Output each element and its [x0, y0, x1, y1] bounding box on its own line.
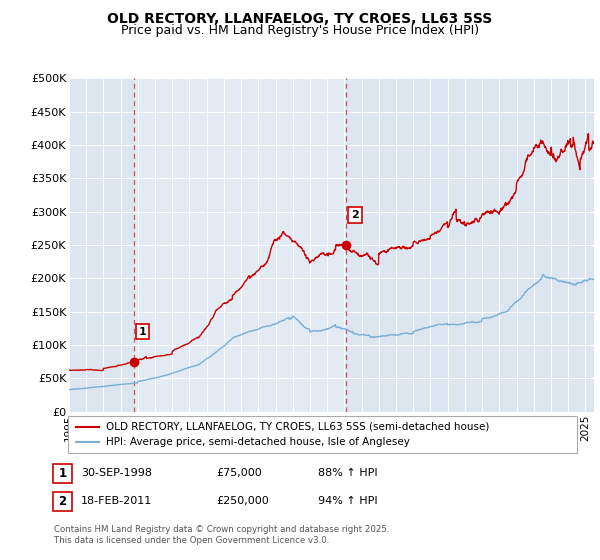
Text: OLD RECTORY, LLANFAELOG, TY CROES, LL63 5SS (semi-detached house): OLD RECTORY, LLANFAELOG, TY CROES, LL63 … [106, 422, 490, 432]
Text: Price paid vs. HM Land Registry's House Price Index (HPI): Price paid vs. HM Land Registry's House … [121, 24, 479, 37]
Text: 2: 2 [58, 494, 67, 508]
Text: OLD RECTORY, LLANFAELOG, TY CROES, LL63 5SS: OLD RECTORY, LLANFAELOG, TY CROES, LL63 … [107, 12, 493, 26]
Text: 18-FEB-2011: 18-FEB-2011 [81, 496, 152, 506]
Bar [134, 78, 346, 412]
Text: HPI: Average price, semi-detached house, Isle of Anglesey: HPI: Average price, semi-detached house,… [106, 437, 410, 447]
Text: 88% ↑ HPI: 88% ↑ HPI [318, 468, 377, 478]
Text: 94% ↑ HPI: 94% ↑ HPI [318, 496, 377, 506]
Text: 30-SEP-1998: 30-SEP-1998 [81, 468, 152, 478]
Text: 2: 2 [351, 210, 359, 220]
Text: £250,000: £250,000 [216, 496, 269, 506]
Text: £75,000: £75,000 [216, 468, 262, 478]
Text: Contains HM Land Registry data © Crown copyright and database right 2025.
This d: Contains HM Land Registry data © Crown c… [54, 525, 389, 545]
Text: 1: 1 [58, 466, 67, 480]
Text: 1: 1 [138, 326, 146, 337]
